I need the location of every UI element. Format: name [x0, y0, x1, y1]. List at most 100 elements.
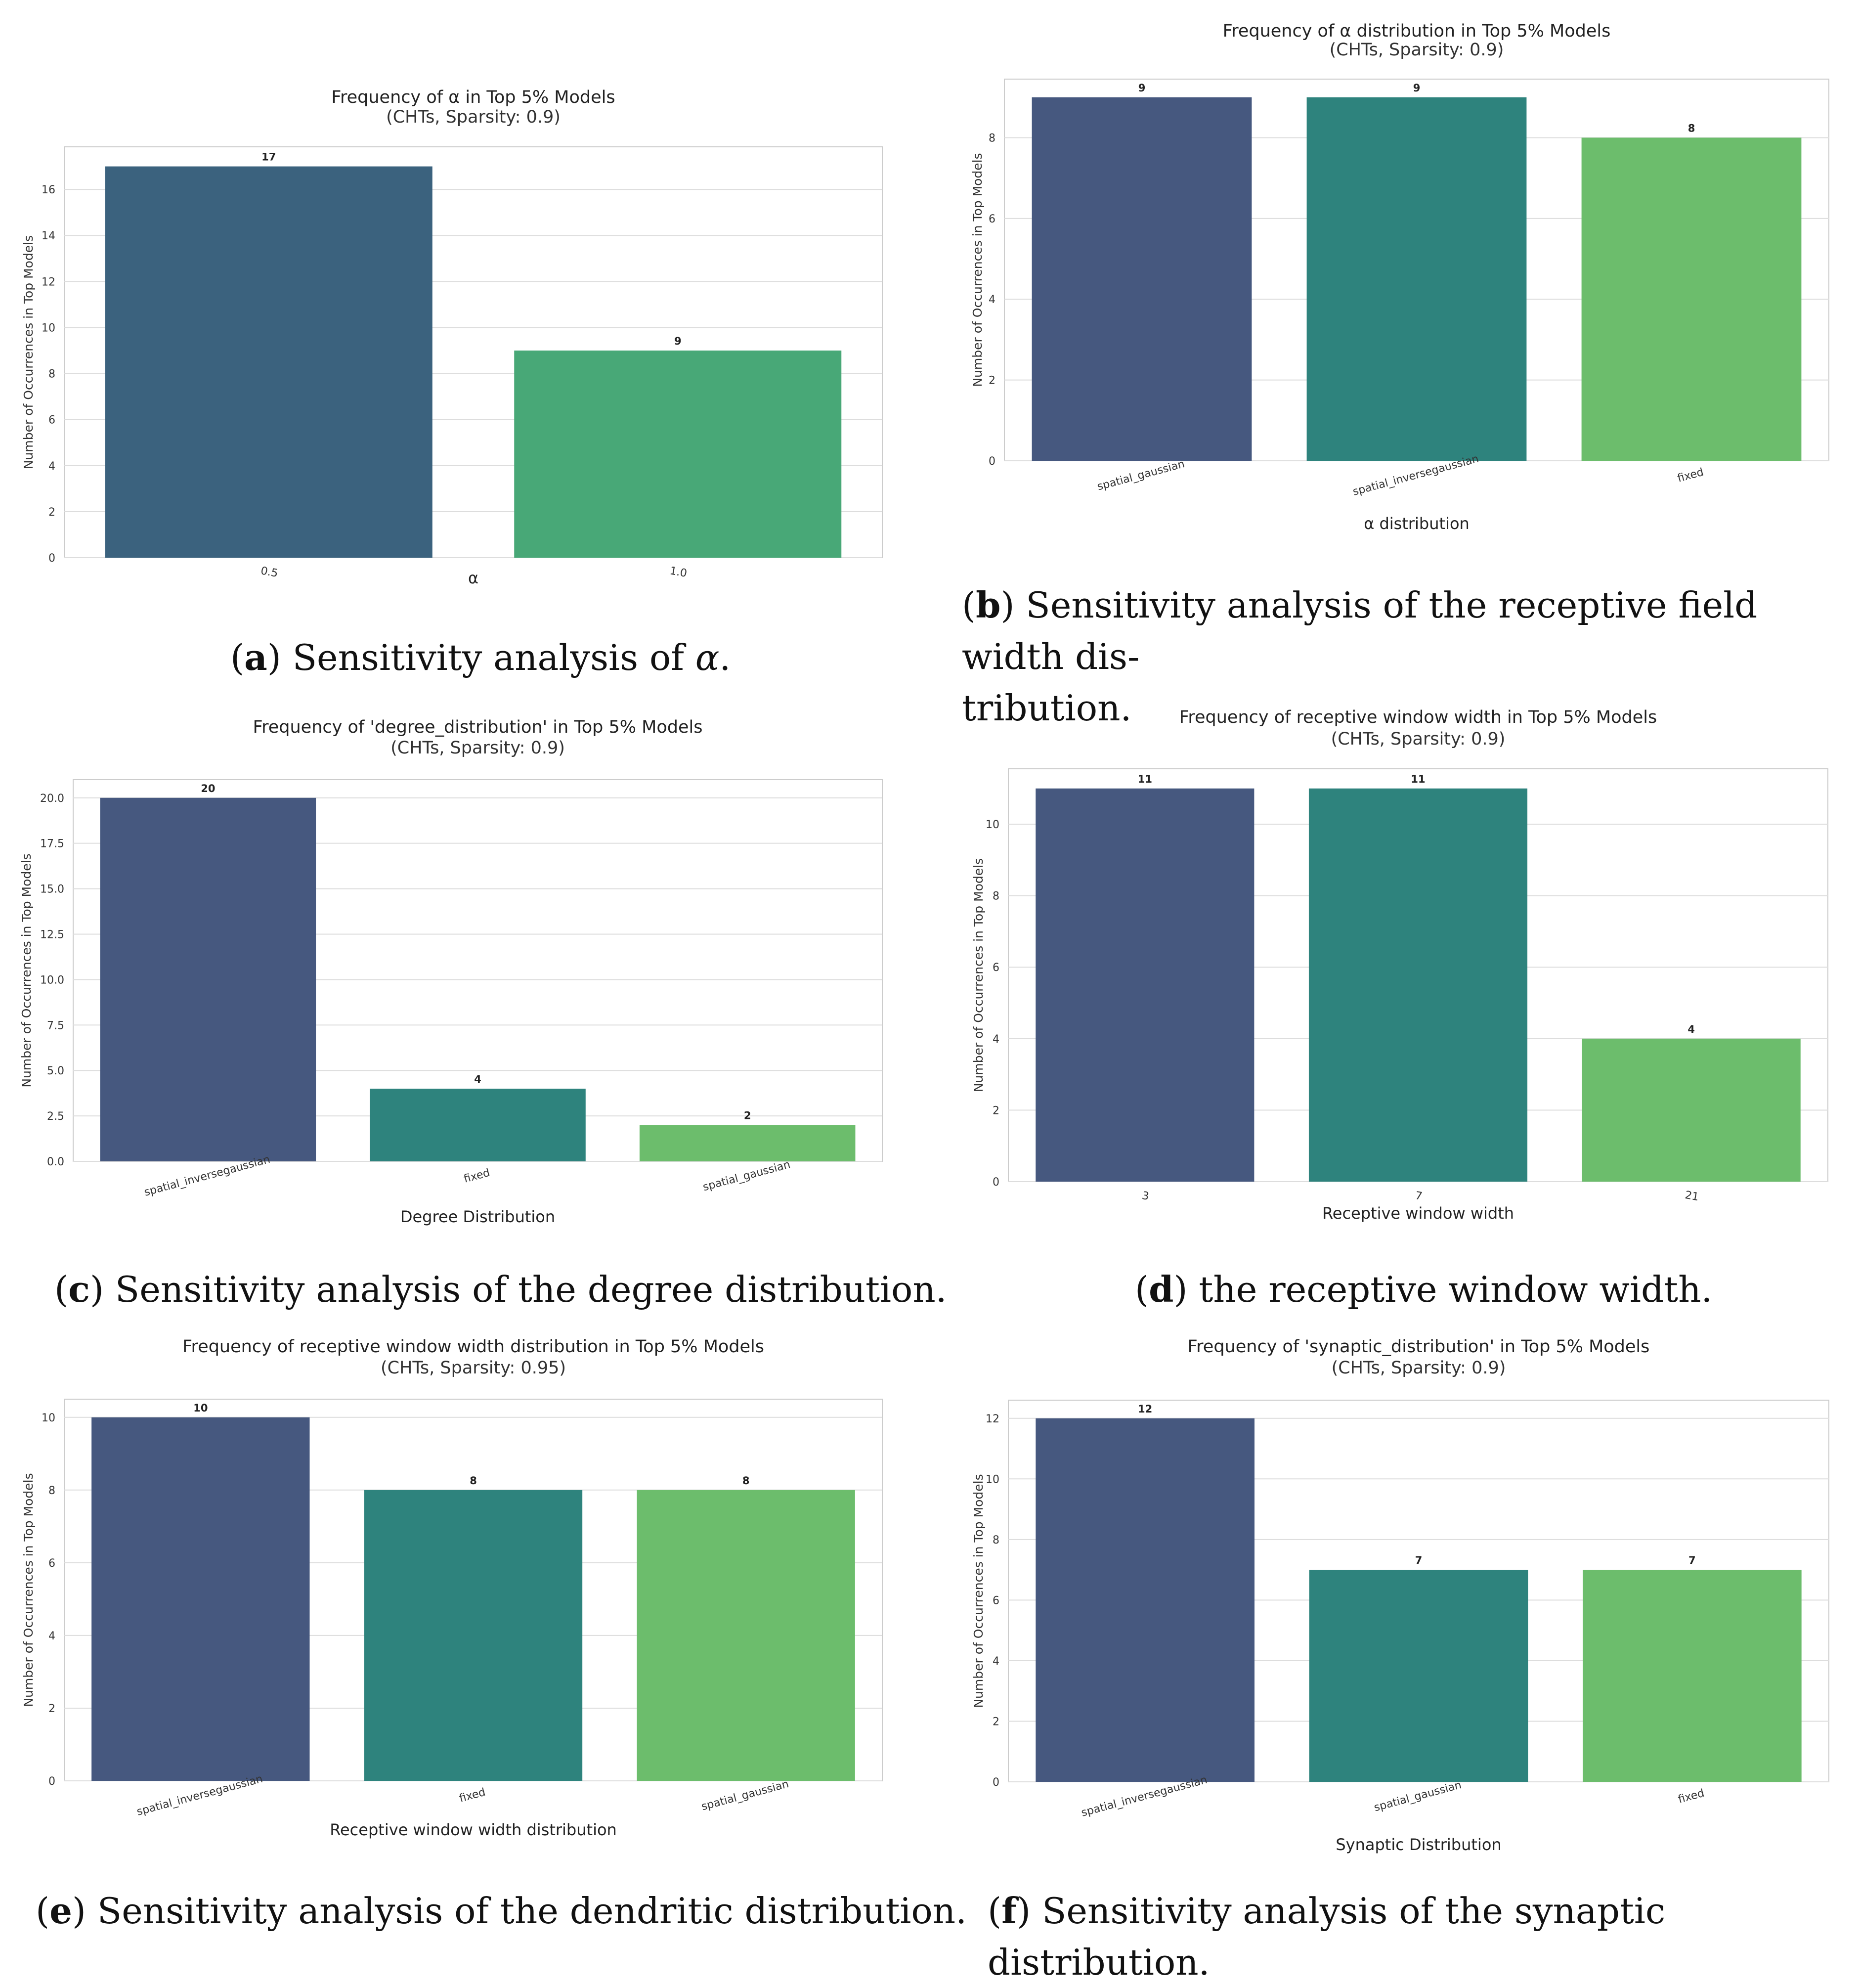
x-tick-label: fixed	[1677, 1787, 1705, 1806]
y-tick-label: 8	[993, 1534, 999, 1546]
chart-title: Frequency of 'degree_distribution' in To…	[253, 717, 703, 737]
chart-subtitle: (CHTs, Sparsity: 0.9)	[390, 738, 565, 758]
caption-d-tag: d	[1149, 1268, 1174, 1310]
caption-b-line-1: Sensitivity analysis of the receptive fi…	[962, 584, 1758, 677]
x-axis-label: Synaptic Distribution	[1336, 1835, 1501, 1854]
y-tick-label: 0	[48, 552, 55, 565]
bar-spatial-inversegaussian	[1306, 97, 1527, 461]
caption-e-tag: e	[49, 1890, 72, 1932]
bar-spatial-gaussian	[637, 1490, 855, 1781]
bar-value-label: 7	[1688, 1554, 1696, 1566]
bar-spatial-gaussian	[1032, 97, 1252, 461]
chart-title: Frequency of receptive window width in T…	[1179, 707, 1657, 727]
y-tick-label: 8	[993, 890, 999, 903]
caption-f-text: Sensitivity analysis of the synaptic dis…	[988, 1890, 1666, 1983]
x-tick-label: 21	[1684, 1189, 1700, 1203]
y-axis-label: Number of Occurrences in Top Models	[971, 858, 986, 1092]
x-tick-label: fixed	[463, 1167, 491, 1186]
caption-a-text: Sensitivity analysis of	[292, 637, 695, 678]
chart-panel-a: Frequency of α in Top 5% Models (CHTs, Sp…	[0, 0, 929, 598]
x-tick-label: fixed	[458, 1786, 487, 1805]
y-tick-label: 6	[48, 1557, 55, 1570]
bar-value-label: 4	[474, 1073, 481, 1085]
chart-subtitle: (CHTs, Sparsity: 0.9)	[386, 107, 561, 127]
bar-spatial-inversegaussian	[91, 1417, 310, 1781]
x-tick-label: 3	[1141, 1190, 1150, 1203]
y-tick-label: 2	[48, 1703, 55, 1715]
y-tick-label: 0.0	[47, 1156, 64, 1168]
y-axis-label: Number of Occurrences in Top Models	[971, 1474, 986, 1708]
y-tick-label: 0	[993, 1176, 999, 1189]
y-tick-label: 15.0	[40, 884, 64, 896]
caption-b-line-2: tribution.	[962, 687, 1132, 729]
y-tick-label: 6	[989, 213, 995, 225]
x-tick-label: spatial_gaussian	[1096, 458, 1186, 493]
chart-subtitle: (CHTs, Sparsity: 0.9)	[1331, 729, 1506, 749]
chart-title: Frequency of α in Top 5% Models	[331, 88, 615, 107]
chart-subtitle: (CHTs, Sparsity: 0.9)	[1330, 40, 1504, 60]
x-tick-label: spatial_gaussian	[700, 1778, 790, 1813]
bar-spatial-gaussian	[1309, 1570, 1528, 1782]
y-axis-label: Number of Occurrences in Top Models	[21, 235, 36, 469]
bar-value-label: 2	[744, 1109, 751, 1121]
caption-d-text: the receptive window width.	[1199, 1269, 1713, 1310]
y-tick-label: 8	[989, 132, 995, 144]
chart-panel-c: Frequency of 'degree_distribution' in To…	[0, 702, 929, 1261]
caption-f: (f) Sensitivity analysis of the synaptic…	[988, 1890, 1666, 1983]
chart-panel-d: Frequency of receptive window width in T…	[959, 702, 1860, 1261]
bar-value-label: 10	[193, 1402, 208, 1414]
x-tick-label: 7	[1414, 1190, 1423, 1203]
caption-f-tag: f	[1001, 1890, 1017, 1932]
y-tick-label: 7.5	[47, 1019, 64, 1032]
bar-fixed	[1581, 137, 1802, 461]
caption-d: (d) the receptive window width.	[1135, 1268, 1713, 1310]
y-tick-label: 16	[42, 184, 55, 196]
chart-title: Frequency of 'synaptic_distribution' in …	[1188, 1337, 1650, 1357]
y-tick-label: 4	[48, 1630, 55, 1642]
bar-value-label: 7	[1415, 1554, 1423, 1566]
y-axis-label: Number of Occurrences in Top Models	[21, 1473, 36, 1707]
x-tick-label: fixed	[1676, 466, 1705, 485]
y-tick-label: 6	[48, 414, 55, 427]
y-tick-label: 10	[42, 322, 55, 334]
y-tick-label: 4	[993, 1033, 999, 1046]
y-axis-label: Number of Occurrences in Top Models	[970, 153, 985, 387]
y-tick-label: 17.5	[40, 838, 64, 850]
chart-panel-b: Frequency of α distribution in Top 5% Mo…	[959, 0, 1860, 574]
bar-value-label: 9	[1138, 82, 1146, 94]
x-tick-label: 1.0	[669, 565, 688, 580]
bar-value-label: 12	[1138, 1403, 1152, 1415]
y-tick-label: 2.5	[47, 1110, 64, 1123]
y-tick-label: 10.0	[40, 974, 64, 986]
chart-d: Frequency of receptive window width in T…	[971, 707, 1828, 1223]
y-tick-label: 5.0	[47, 1065, 64, 1077]
y-tick-label: 0	[989, 455, 995, 468]
y-tick-label: 10	[42, 1412, 55, 1424]
caption-c-tag: c	[68, 1268, 90, 1310]
x-tick-label: 0.5	[260, 565, 279, 580]
y-tick-label: 4	[993, 1655, 999, 1668]
chart-subtitle: (CHTs, Sparsity: 0.95)	[381, 1358, 566, 1378]
y-tick-label: 4	[989, 294, 995, 306]
x-tick-label: spatial_gaussian	[701, 1158, 791, 1193]
bar-value-label: 17	[261, 151, 276, 163]
y-tick-label: 2	[989, 375, 995, 387]
chart-b: Frequency of α distribution in Top 5% Mo…	[970, 21, 1829, 533]
y-tick-label: 12	[986, 1413, 999, 1425]
bar-spatial-inversegaussian	[1036, 1418, 1254, 1782]
chart-panel-e: Frequency of receptive window width dist…	[0, 1330, 929, 1889]
bar-value-label: 11	[1411, 773, 1425, 785]
bar-spatial-gaussian	[639, 1125, 856, 1161]
y-tick-label: 0	[48, 1775, 55, 1788]
bar-spatial-inversegaussian	[100, 797, 316, 1161]
y-tick-label: 0	[993, 1776, 999, 1789]
bar-21	[1582, 1038, 1801, 1182]
x-axis-label: α	[468, 569, 478, 587]
y-tick-label: 4	[48, 460, 55, 473]
y-tick-label: 10	[986, 819, 999, 831]
y-tick-label: 8	[48, 1485, 55, 1497]
caption-b-tag: b	[976, 584, 1001, 626]
caption-a: (a) Sensitivity analysis of α.	[230, 636, 731, 678]
y-tick-label: 2	[993, 1104, 999, 1117]
caption-e: (e) Sensitivity analysis of the dendriti…	[36, 1890, 967, 1932]
